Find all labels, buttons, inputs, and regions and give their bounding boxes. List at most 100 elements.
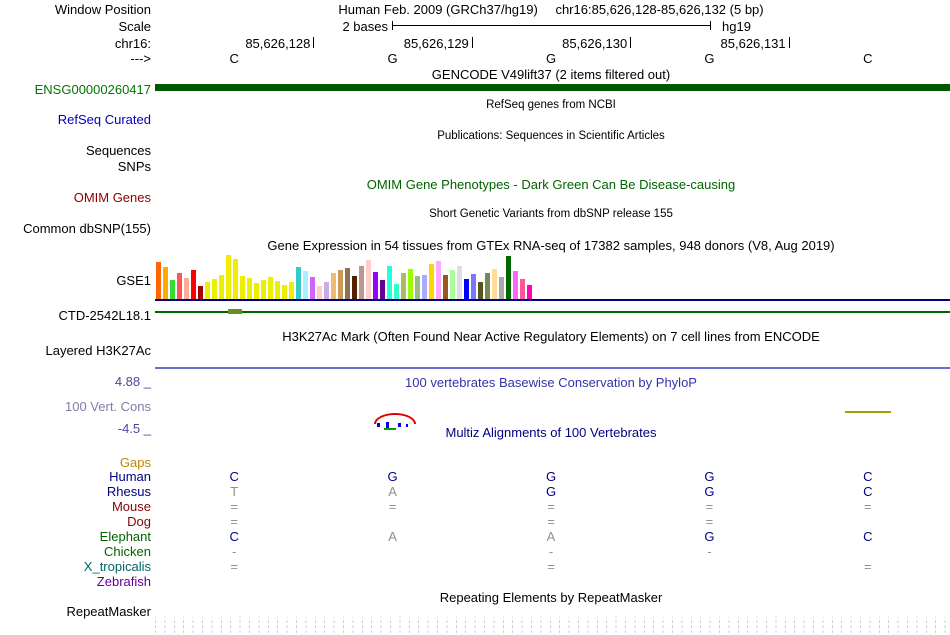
coordinate-label: 85,626,130	[562, 36, 628, 51]
gtex-bar[interactable]	[387, 266, 392, 300]
gtex-bar[interactable]	[464, 279, 469, 300]
gtex-bar[interactable]	[422, 275, 427, 300]
gtex-bar[interactable]	[506, 256, 511, 300]
gtex-bar[interactable]	[240, 276, 245, 300]
gtex-gene-label[interactable]: GSE1	[116, 273, 151, 288]
ctd-exon-block[interactable]	[228, 309, 242, 314]
assembly-label: Human Feb. 2009 (GRCh37/hg19)	[338, 2, 538, 17]
alignment-cell: -	[548, 544, 554, 559]
gencode-gene-bar[interactable]	[155, 84, 950, 91]
species-label-mouse[interactable]: Mouse	[111, 499, 151, 514]
gtex-bar[interactable]	[513, 271, 518, 300]
gtex-bar[interactable]	[170, 280, 175, 300]
gtex-bar[interactable]	[317, 286, 322, 300]
gtex-bar[interactable]	[310, 277, 315, 300]
gtex-bar[interactable]	[359, 266, 364, 300]
gtex-bar[interactable]	[226, 255, 231, 300]
phylop-track-label[interactable]: 100 Vert. Cons	[65, 399, 151, 414]
gtex-bar[interactable]	[485, 273, 490, 300]
gtex-bar[interactable]	[380, 280, 385, 300]
gtex-bar[interactable]	[408, 269, 413, 300]
gtex-bar[interactable]	[443, 275, 448, 300]
omim-genes-label[interactable]: OMIM Genes	[73, 190, 151, 205]
base-letter: G	[387, 51, 398, 66]
gtex-bar[interactable]	[520, 279, 525, 300]
dbsnp-track-title: Short Genetic Variants from dbSNP releas…	[429, 208, 673, 220]
alignment-cell: =	[230, 514, 238, 529]
gtex-bar[interactable]	[366, 260, 371, 300]
species-label-chicken[interactable]: Chicken	[104, 544, 151, 559]
gtex-bar[interactable]	[191, 270, 196, 300]
repeatmasker-label[interactable]: RepeatMasker	[66, 604, 151, 619]
publications-track-title: Publications: Sequences in Scientific Ar…	[437, 130, 665, 142]
gtex-bar[interactable]	[247, 278, 252, 300]
gtex-bar-chart	[156, 253, 532, 300]
gtex-bar[interactable]	[345, 268, 350, 300]
species-label-x_tropicalis[interactable]: X_tropicalis	[83, 559, 151, 574]
gaps-label: Gaps	[119, 455, 151, 470]
gtex-bar[interactable]	[254, 283, 259, 300]
gtex-bar[interactable]	[163, 267, 168, 300]
snps-label[interactable]: SNPs	[117, 159, 151, 174]
phylop-mark	[845, 411, 891, 413]
alignment-cell: =	[547, 559, 555, 574]
gtex-bar[interactable]	[331, 273, 336, 300]
gtex-bar[interactable]	[296, 267, 301, 300]
multiz-track-title: Multiz Alignments of 100 Vertebrates	[445, 425, 657, 440]
gtex-bar[interactable]	[219, 275, 224, 300]
gtex-bar[interactable]	[492, 269, 497, 300]
gtex-bar[interactable]	[527, 285, 532, 300]
gtex-bar[interactable]	[156, 262, 161, 300]
species-label-zebrafish[interactable]: Zebrafish	[96, 574, 151, 589]
gtex-bar[interactable]	[401, 273, 406, 300]
ctd-gene-line[interactable]	[155, 311, 950, 313]
window-position-label: Window Position	[54, 2, 151, 17]
species-label-human[interactable]: Human	[109, 469, 151, 484]
gtex-bar[interactable]	[352, 276, 357, 300]
gtex-bar[interactable]	[184, 278, 189, 300]
coordinate-tick	[630, 37, 632, 48]
gtex-bar[interactable]	[282, 285, 287, 300]
species-label-dog[interactable]: Dog	[127, 514, 151, 529]
h3k27ac-label[interactable]: Layered H3K27Ac	[45, 343, 151, 358]
species-label-elephant[interactable]: Elephant	[99, 529, 151, 544]
assembly-short-label: hg19	[722, 19, 751, 34]
gtex-bar[interactable]	[268, 277, 273, 300]
coordinate-label: 85,626,129	[403, 36, 469, 51]
gtex-bar[interactable]	[303, 271, 308, 300]
gtex-bar[interactable]	[415, 276, 420, 300]
gtex-bar[interactable]	[177, 273, 182, 300]
gtex-bar[interactable]	[457, 266, 462, 300]
alignment-cell: C	[863, 469, 873, 484]
gtex-bar[interactable]	[212, 279, 217, 300]
alignment-cell: =	[705, 514, 714, 529]
gencode-item-label[interactable]: ENSG00000260417	[34, 82, 151, 97]
gtex-bar[interactable]	[289, 282, 294, 300]
gtex-bar[interactable]	[261, 280, 266, 300]
gtex-bar[interactable]	[499, 277, 504, 300]
strand-arrow: --->	[130, 51, 151, 66]
common-dbsnp-label[interactable]: Common dbSNP(155)	[23, 221, 151, 236]
ctd-gene-label[interactable]: CTD-2542L18.1	[58, 308, 152, 323]
gtex-bar[interactable]	[233, 259, 238, 300]
alignment-cell: G	[545, 484, 557, 499]
gtex-bar[interactable]	[436, 261, 441, 300]
coordinate-tick	[313, 37, 315, 48]
gtex-bar[interactable]	[198, 286, 203, 300]
gtex-bar[interactable]	[394, 284, 399, 300]
gtex-bar[interactable]	[478, 282, 483, 300]
gtex-bar[interactable]	[275, 281, 280, 300]
species-label-rhesus[interactable]: Rhesus	[106, 484, 151, 499]
gtex-bar[interactable]	[338, 270, 343, 300]
gtex-bar[interactable]	[429, 264, 434, 300]
gtex-bar[interactable]	[324, 282, 329, 300]
gencode-track-title: GENCODE V49lift37 (2 items filtered out)	[431, 67, 671, 82]
refseq-curated-label[interactable]: RefSeq Curated	[57, 112, 151, 127]
phylop-mark	[386, 422, 389, 428]
sequences-label[interactable]: Sequences	[85, 143, 151, 158]
gtex-bar[interactable]	[471, 274, 476, 300]
gtex-bar[interactable]	[450, 270, 455, 300]
gtex-bar[interactable]	[205, 282, 210, 300]
gtex-bar[interactable]	[373, 272, 378, 300]
